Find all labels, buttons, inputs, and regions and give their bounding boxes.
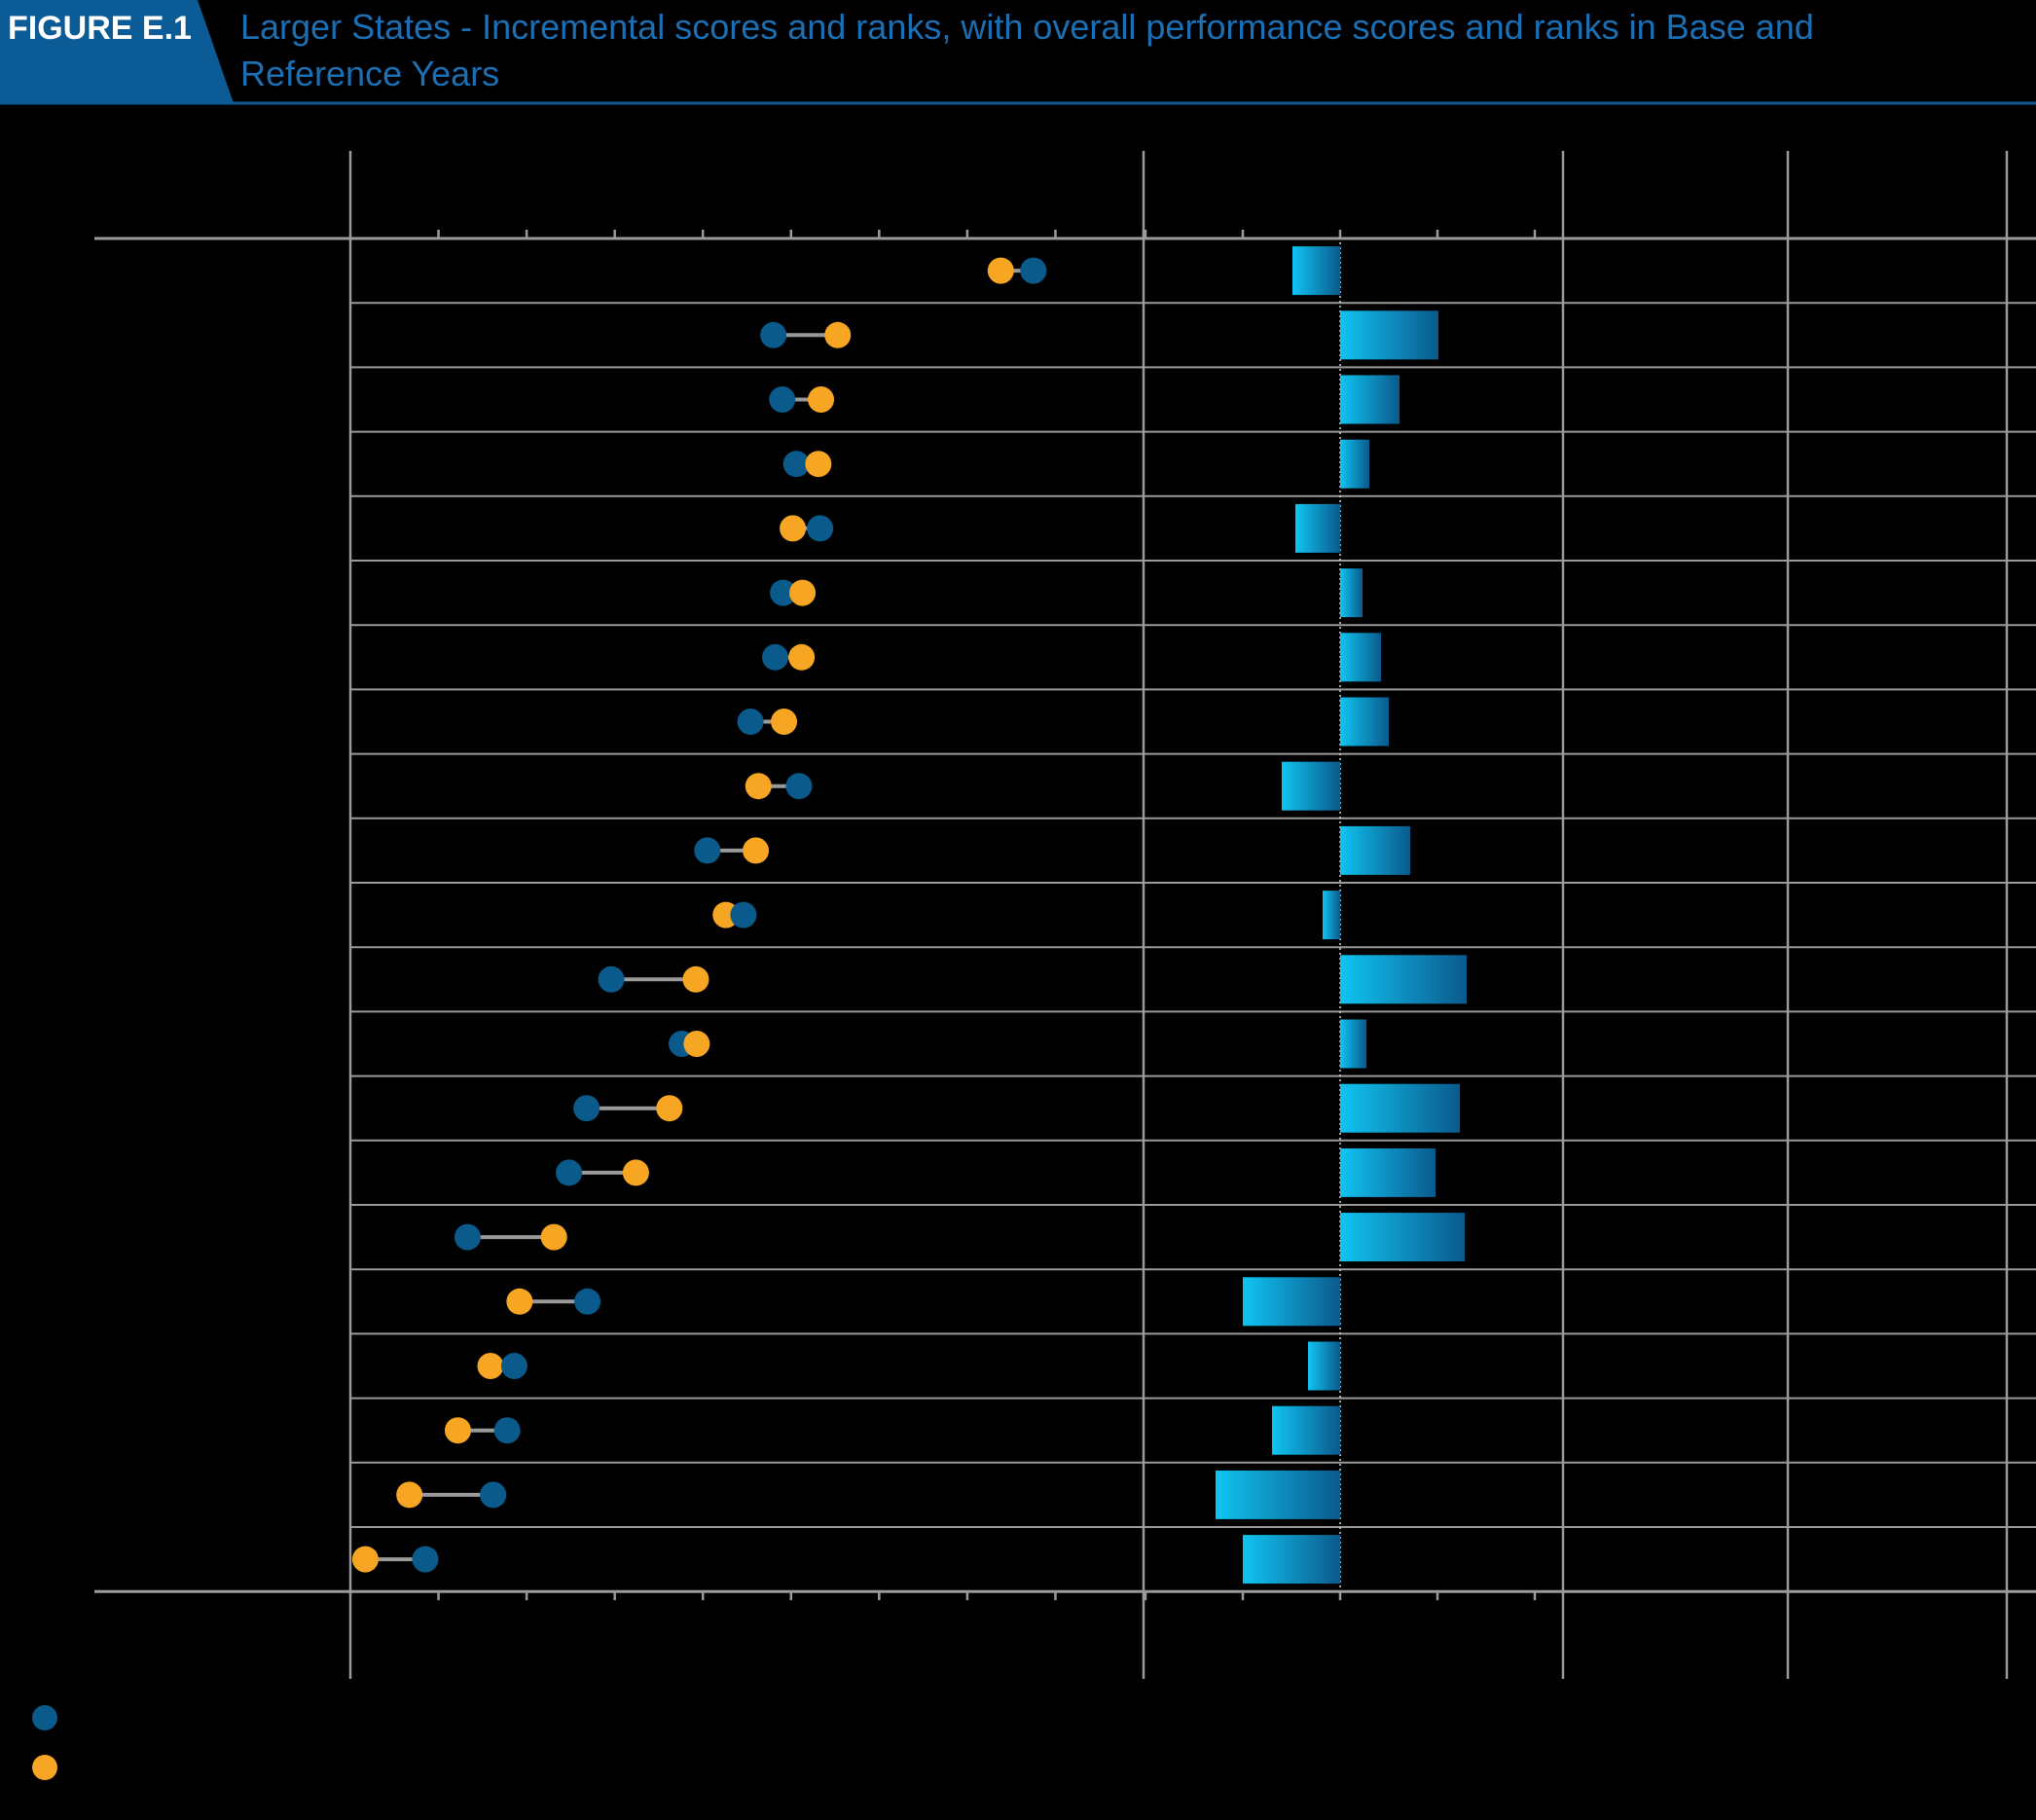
incremental-bar	[1340, 568, 1363, 618]
base-year-point	[556, 1159, 583, 1186]
incremental-bar	[1243, 1277, 1340, 1327]
base-year-point	[412, 1546, 439, 1573]
reference-year-point	[622, 1159, 649, 1186]
figure-label: FIGURE E.1	[8, 10, 192, 47]
reference-year-point	[444, 1417, 471, 1444]
chart-axis-ticks	[437, 230, 1537, 1601]
incremental-bar-chart	[1216, 246, 1467, 1584]
figure-title-line-1: Larger States - Incremental scores and r…	[240, 7, 1814, 47]
incremental-bar	[1243, 1535, 1340, 1584]
incremental-bar	[1323, 891, 1340, 940]
figure-label-tab	[0, 0, 234, 103]
base-year-point	[480, 1481, 507, 1509]
incremental-bar	[1340, 1083, 1460, 1133]
reference-year-point	[743, 837, 770, 864]
incremental-bar	[1340, 375, 1400, 424]
base-year-point	[785, 773, 813, 800]
incremental-bar	[1340, 439, 1369, 489]
base-year-point	[694, 837, 721, 864]
reference-year-point	[477, 1353, 504, 1379]
base-year-point	[493, 1417, 521, 1444]
figure-title-line-2: Reference Years	[240, 54, 499, 93]
reference-year-point	[540, 1223, 567, 1251]
incremental-bar	[1340, 955, 1467, 1004]
base-year-point	[769, 386, 796, 413]
legend-base-year-marker	[32, 1705, 57, 1730]
base-year-point	[598, 965, 625, 993]
base-year-point	[730, 901, 757, 928]
reference-year-point	[789, 579, 817, 606]
incremental-bar	[1340, 1213, 1465, 1262]
incremental-bar	[1292, 246, 1340, 296]
legend	[32, 1705, 57, 1780]
incremental-bar	[1272, 1405, 1340, 1455]
reference-year-point	[824, 321, 852, 348]
base-year-point	[760, 321, 787, 348]
base-year-point	[573, 1095, 600, 1122]
incremental-bar	[1340, 310, 1438, 360]
chart-grid	[94, 151, 2036, 1679]
incremental-bar	[1282, 761, 1340, 811]
base-year-point	[807, 515, 834, 542]
legend-reference-year-marker	[32, 1755, 57, 1780]
reference-year-point	[987, 257, 1014, 284]
base-year-point	[737, 709, 764, 735]
incremental-bar	[1340, 1147, 1436, 1197]
reference-year-point	[745, 773, 772, 800]
reference-year-point	[506, 1288, 533, 1315]
reference-year-point	[788, 643, 816, 671]
incremental-bar	[1308, 1341, 1340, 1391]
reference-year-point	[805, 451, 832, 478]
reference-year-point	[656, 1095, 683, 1122]
reference-year-point	[780, 515, 807, 542]
incremental-bar	[1340, 697, 1389, 746]
base-year-point	[454, 1223, 481, 1251]
reference-year-point	[771, 709, 798, 735]
reference-year-point	[396, 1481, 423, 1509]
reference-year-point	[351, 1546, 379, 1573]
base-year-point	[500, 1353, 527, 1379]
reference-year-point	[808, 386, 835, 413]
dumbbell-plot	[351, 257, 1047, 1573]
base-year-point	[761, 643, 788, 671]
reference-year-point	[683, 1031, 710, 1057]
figure-header: FIGURE E.1 Larger States - Incremental s…	[0, 0, 2036, 105]
base-year-point	[574, 1288, 601, 1315]
incremental-bar	[1340, 1019, 1366, 1069]
incremental-bar	[1295, 503, 1340, 553]
incremental-bar	[1340, 825, 1410, 875]
base-year-point	[770, 579, 797, 606]
reference-year-point	[682, 965, 709, 993]
incremental-bar	[1340, 633, 1381, 682]
base-year-point	[782, 451, 810, 478]
base-year-point	[1020, 257, 1047, 284]
incremental-bar	[1216, 1470, 1340, 1519]
